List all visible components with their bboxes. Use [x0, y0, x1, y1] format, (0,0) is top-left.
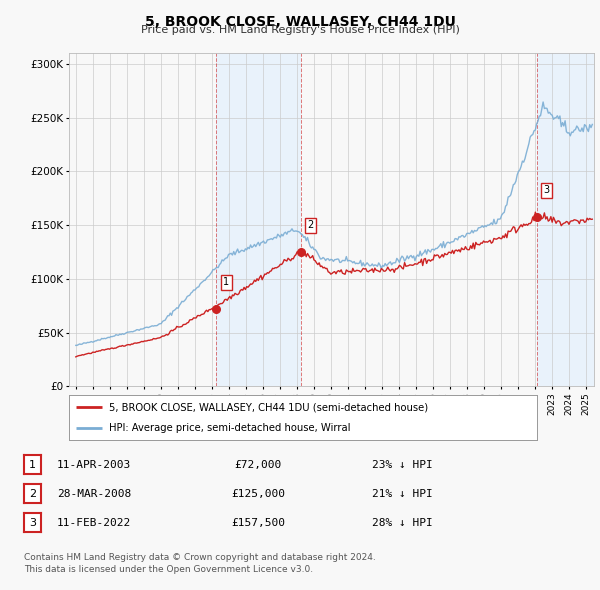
Text: 1: 1	[29, 460, 36, 470]
Text: 2: 2	[308, 221, 314, 230]
Text: Price paid vs. HM Land Registry's House Price Index (HPI): Price paid vs. HM Land Registry's House …	[140, 25, 460, 35]
Point	[296, 247, 305, 257]
Point	[532, 212, 541, 222]
Bar	[217, 53, 301, 386]
Text: 11-APR-2003: 11-APR-2003	[57, 460, 131, 470]
Text: 28-MAR-2008: 28-MAR-2008	[57, 489, 131, 499]
Text: 1: 1	[223, 277, 229, 287]
Text: Contains HM Land Registry data © Crown copyright and database right 2024.: Contains HM Land Registry data © Crown c…	[24, 553, 376, 562]
Text: 2: 2	[29, 489, 36, 499]
Text: 28% ↓ HPI: 28% ↓ HPI	[372, 518, 433, 527]
Text: £125,000: £125,000	[231, 489, 285, 499]
Text: 23% ↓ HPI: 23% ↓ HPI	[372, 460, 433, 470]
Text: £157,500: £157,500	[231, 518, 285, 527]
Text: HPI: Average price, semi-detached house, Wirral: HPI: Average price, semi-detached house,…	[109, 422, 350, 432]
Text: 5, BROOK CLOSE, WALLASEY, CH44 1DU: 5, BROOK CLOSE, WALLASEY, CH44 1DU	[145, 15, 455, 29]
Text: 3: 3	[544, 185, 550, 195]
Text: £72,000: £72,000	[235, 460, 281, 470]
Text: 21% ↓ HPI: 21% ↓ HPI	[372, 489, 433, 499]
Text: 3: 3	[29, 518, 36, 527]
Bar	[536, 53, 594, 386]
Text: 11-FEB-2022: 11-FEB-2022	[57, 518, 131, 527]
Text: This data is licensed under the Open Government Licence v3.0.: This data is licensed under the Open Gov…	[24, 565, 313, 574]
Point	[212, 304, 221, 314]
Text: 5, BROOK CLOSE, WALLASEY, CH44 1DU (semi-detached house): 5, BROOK CLOSE, WALLASEY, CH44 1DU (semi…	[109, 402, 428, 412]
